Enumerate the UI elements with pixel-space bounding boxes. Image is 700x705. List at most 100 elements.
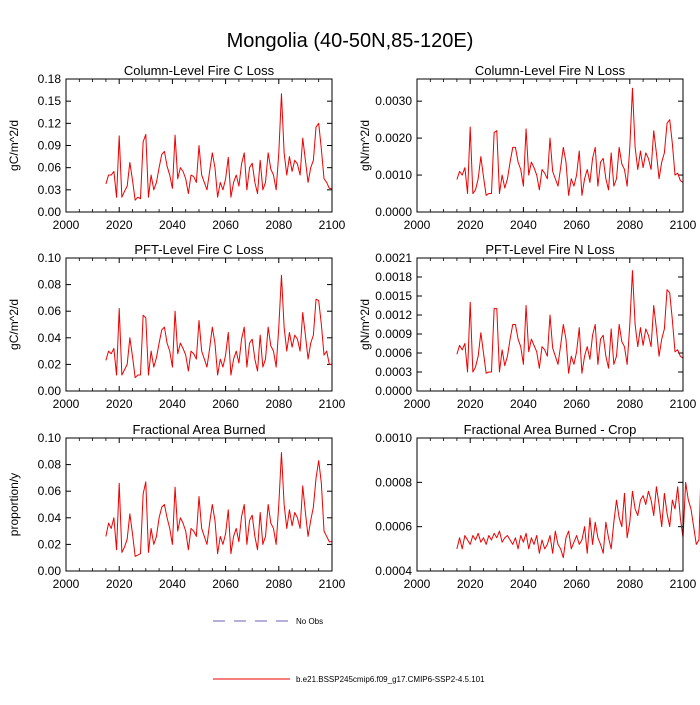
x-tick-label: 2060 (212, 577, 239, 591)
y-tick-label: 0.0003 (375, 365, 412, 379)
y-tick-label: 0.00 (38, 564, 62, 578)
x-tick-label: 2040 (510, 397, 537, 411)
y-tick-label: 0.0010 (375, 168, 412, 182)
series-line (105, 452, 332, 557)
plot-frame (416, 437, 684, 572)
y-tick-label: 0.0008 (375, 475, 412, 489)
x-tick-label: 2100 (670, 577, 697, 591)
y-axis-label: proportion/y (7, 473, 21, 536)
y-tick-label: 0.15 (38, 94, 62, 108)
y-tick-label: 0.00 (38, 384, 62, 398)
x-tick-label: 2100 (319, 218, 346, 232)
x-tick-label: 2040 (159, 577, 186, 591)
y-tick-label: 0.00 (38, 205, 62, 219)
chart-panels: Column-Level Fire C Loss gC/m^2/d 2000 2020… (7, 63, 700, 591)
y-tick-label: 0.04 (38, 331, 62, 345)
plot-frame (65, 437, 333, 572)
x-tick-label: 2040 (510, 218, 537, 232)
y-tick-label: 0.02 (38, 357, 62, 371)
y-tick-label: 0.0012 (375, 308, 412, 322)
plot-frame (65, 78, 333, 213)
x-tick-label: 2060 (212, 218, 239, 232)
x-tick-label: 2000 (404, 577, 431, 591)
x-tick-label: 2000 (53, 577, 80, 591)
x-tick-label: 2100 (670, 397, 697, 411)
chart-panel-1: Column-Level Fire C Loss gC/m^2/d 2000 2020… (7, 63, 346, 232)
x-tick-label: 2080 (265, 577, 292, 591)
y-tick-label: 0.03 (38, 183, 62, 197)
y-tick-label: 0.12 (38, 116, 62, 130)
chart-title: Column-Level Fire N Loss (475, 63, 626, 78)
series-line (456, 87, 684, 196)
x-tick-label: 2100 (319, 397, 346, 411)
page-title: Mongolia (40-50N,85-120E) (227, 30, 474, 52)
y-tick-label: 0.04 (38, 511, 62, 525)
y-tick-label: 0.0004 (375, 564, 412, 578)
x-tick-label: 2020 (106, 397, 133, 411)
y-tick-label: 0.06 (38, 161, 62, 175)
x-tick-label: 2080 (265, 218, 292, 232)
x-tick-label: 2020 (457, 218, 484, 232)
y-tick-label: 0.0018 (375, 270, 412, 284)
x-tick-label: 2000 (53, 397, 80, 411)
y-tick-label: 0.06 (38, 304, 62, 318)
series-line (105, 93, 332, 201)
chart-panel-2: Column-Level Fire N Loss gN/m^2/d 2000 2020… (358, 63, 697, 232)
x-tick-label: 2000 (404, 397, 431, 411)
chart-title: Fractional Area Burned (133, 422, 266, 437)
y-tick-label: 0.0021 (375, 251, 412, 265)
y-tick-label: 0.06 (38, 484, 62, 498)
series-line (456, 270, 684, 374)
x-tick-label: 2080 (616, 397, 643, 411)
chart-panel-6: Fractional Area Burned - Crop 2000 2020 204… (375, 422, 700, 591)
y-tick-label: 0.0006 (375, 520, 412, 534)
x-tick-label: 2020 (457, 577, 484, 591)
y-tick-label: 0.18 (38, 72, 62, 86)
chart-title: Column-Level Fire C Loss (124, 63, 275, 78)
series-line (105, 274, 332, 379)
y-tick-label: 0.09 (38, 139, 62, 153)
y-tick-label: 0.02 (38, 537, 62, 551)
x-tick-label: 2040 (159, 218, 186, 232)
x-tick-label: 2080 (265, 397, 292, 411)
x-tick-label: 2020 (106, 218, 133, 232)
y-tick-label: 0.0030 (375, 94, 412, 108)
y-axis-label: gC/m^2/d (7, 299, 21, 350)
x-tick-label: 2000 (404, 218, 431, 232)
chart-panel-4: PFT-Level Fire N Loss gN/m^2/d 2000 2020 204… (358, 242, 697, 411)
x-tick-label: 2000 (53, 218, 80, 232)
x-tick-label: 2060 (563, 397, 590, 411)
x-tick-label: 2040 (159, 397, 186, 411)
x-tick-label: 2060 (563, 218, 590, 232)
y-tick-label: 0.0000 (375, 384, 412, 398)
plot-frame (416, 257, 684, 392)
chart-title: PFT-Level Fire N Loss (485, 242, 615, 257)
y-tick-label: 0.0009 (375, 327, 412, 341)
y-tick-label: 0.10 (38, 251, 62, 265)
series-line (456, 481, 700, 559)
x-tick-label: 2100 (670, 218, 697, 232)
plot-frame (65, 257, 333, 392)
y-tick-label: 0.0010 (375, 431, 412, 445)
chart-panel-3: PFT-Level Fire C Loss gC/m^2/d 2000 2020 204… (7, 242, 346, 411)
y-tick-label: 0.0020 (375, 131, 412, 145)
y-tick-label: 0.10 (38, 431, 62, 445)
x-tick-label: 2060 (212, 397, 239, 411)
y-tick-label: 0.0015 (375, 289, 412, 303)
y-tick-label: 0.0006 (375, 346, 412, 360)
y-axis-label: gC/m^2/d (7, 120, 21, 171)
legend: No Obs b.e21.BSSP245cmip6.f09_g17.CMIP6-… (213, 617, 485, 684)
y-axis-label: gN/m^2/d (358, 299, 372, 350)
x-tick-label: 2080 (616, 218, 643, 232)
x-tick-label: 2080 (616, 577, 643, 591)
x-tick-label: 2060 (563, 577, 590, 591)
y-tick-label: 0.08 (38, 458, 62, 472)
x-tick-label: 2020 (106, 577, 133, 591)
x-tick-label: 2040 (510, 577, 537, 591)
chart-title: Fractional Area Burned - Crop (464, 422, 637, 437)
y-axis-label: gN/m^2/d (358, 120, 372, 171)
y-tick-label: 0.0000 (375, 205, 412, 219)
x-tick-label: 2100 (319, 577, 346, 591)
chart-panel-5: Fractional Area Burned proportion/y 2000 20… (7, 422, 346, 591)
